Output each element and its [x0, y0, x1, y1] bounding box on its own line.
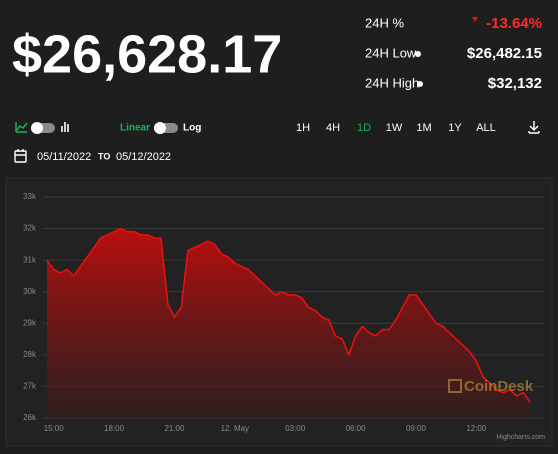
watermark-text: CoinDesk: [464, 378, 534, 395]
range-button[interactable]: 1W: [386, 122, 403, 134]
y-tick-label: 27k: [23, 382, 37, 391]
x-tick-label: 09:00: [406, 424, 427, 433]
range-button[interactable]: 1M: [416, 122, 431, 134]
down-arrow: [472, 17, 478, 22]
range-button[interactable]: 1D: [357, 122, 371, 134]
area-fill: [47, 228, 530, 418]
date-to: 05/12/2022: [116, 151, 171, 163]
range-button[interactable]: ALL: [476, 122, 496, 134]
y-tick-label: 32k: [23, 224, 37, 233]
date-from: 05/11/2022: [37, 151, 91, 163]
info-dot: [415, 51, 421, 57]
range-button[interactable]: 4H: [326, 122, 340, 134]
x-tick-label: 15:00: [44, 424, 65, 433]
y-tick-label: 30k: [23, 287, 37, 296]
scale-option[interactable]: Log: [183, 123, 201, 134]
range-button[interactable]: 1Y: [448, 122, 462, 134]
y-tick-label: 29k: [23, 318, 37, 327]
stat-label: 24H %: [365, 15, 404, 30]
area-chart-icon[interactable]: [15, 122, 28, 133]
x-tick-label: 12:00: [466, 424, 487, 433]
x-tick-label: 03:00: [285, 424, 306, 433]
y-tick-label: 33k: [23, 192, 37, 201]
credits[interactable]: Highcharts.com: [496, 434, 545, 441]
stat-value: $26,482.15: [467, 45, 542, 62]
scale-option[interactable]: Linear: [120, 123, 150, 134]
date-separator: TO: [98, 151, 110, 161]
x-tick-label: 12. May: [221, 424, 249, 433]
watermark-logo: [448, 379, 462, 393]
price-line: [46, 227, 531, 403]
calendar-icon[interactable]: [14, 149, 27, 163]
stat-label: 24H Low: [365, 45, 417, 60]
stat-value: $32,132: [488, 75, 542, 92]
info-dot: [417, 81, 423, 87]
x-tick-label: 06:00: [346, 424, 367, 433]
range-button[interactable]: 1H: [296, 122, 310, 134]
x-tick-label: 18:00: [104, 424, 125, 433]
scale-toggle[interactable]: [154, 122, 178, 134]
x-tick-label: 21:00: [164, 424, 185, 433]
chart-type-toggle[interactable]: [31, 122, 55, 134]
price: $26,628.17: [12, 24, 282, 84]
bar-chart-icon[interactable]: [61, 122, 69, 132]
y-tick-label: 28k: [23, 350, 37, 359]
y-tick-label: 31k: [23, 255, 37, 264]
watermark: CoinDesk: [448, 378, 534, 395]
download-icon[interactable]: [528, 121, 540, 134]
stat-value: -13.64%: [486, 15, 542, 32]
y-tick-label: 26k: [23, 413, 37, 422]
stat-label: 24H High: [365, 75, 419, 90]
